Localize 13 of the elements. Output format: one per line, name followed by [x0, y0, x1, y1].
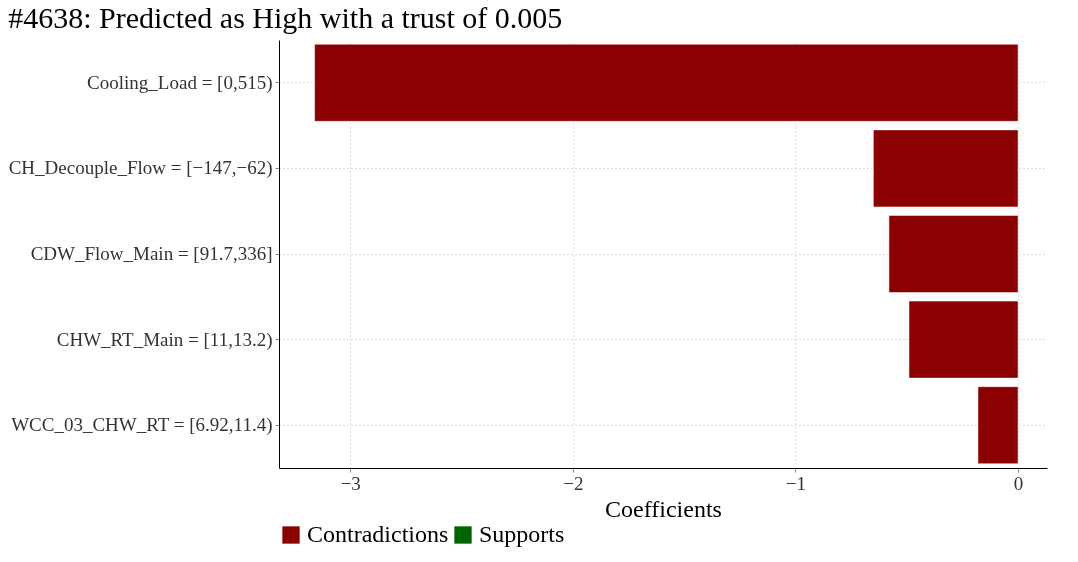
y-tick-label: Cooling_Load = [0,515) — [87, 71, 273, 94]
x-tick-label: −2 — [563, 472, 584, 494]
x-axis-title: Coefficients — [605, 495, 722, 522]
y-tick-label: CDW_Flow_Main = [91.7,336] — [30, 243, 273, 264]
y-tick-label: CHW_RT_Main = [11,13.2) — [56, 328, 273, 351]
legend-label: Supports — [479, 521, 565, 547]
x-tick-label: −3 — [340, 472, 361, 494]
y-tick-label: WCC_03_CHW_RT = [6.92,11.4) — [11, 414, 273, 437]
x-tick-label: −1 — [785, 472, 807, 494]
chart-title: #4638: Predicted as High with a trust of 0.005 — [8, 1, 563, 34]
legend-label: Contradictions — [307, 521, 449, 547]
x-tick-label: 0 — [1013, 472, 1024, 494]
y-tick-label: CH_Decouple_Flow = [−147,−62) — [8, 157, 273, 180]
